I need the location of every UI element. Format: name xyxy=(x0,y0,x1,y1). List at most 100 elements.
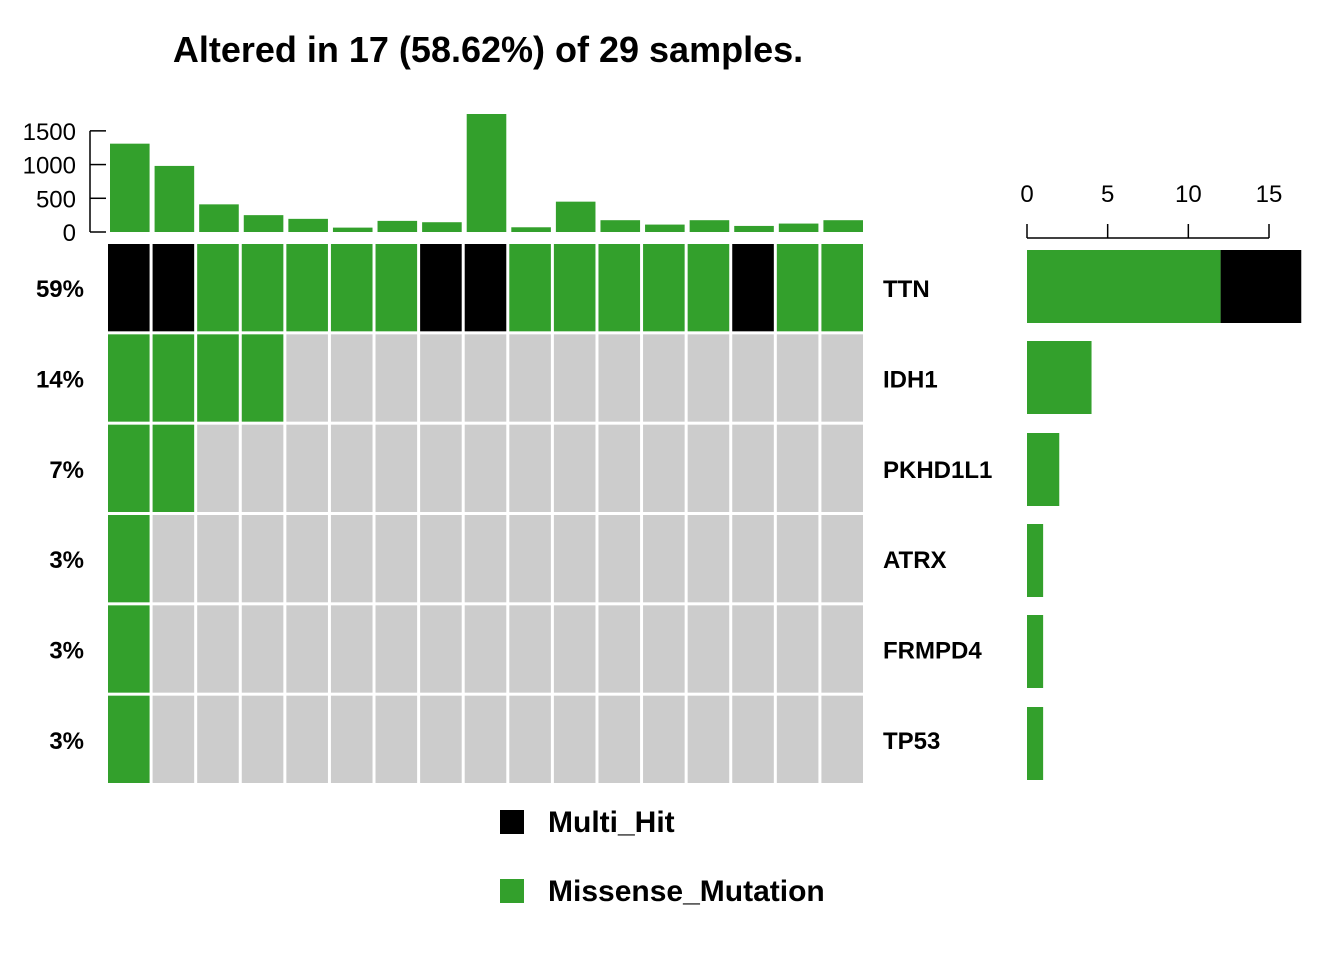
matrix-cell xyxy=(375,515,418,603)
matrix-cell xyxy=(732,515,774,603)
mutation-matrix xyxy=(108,244,863,783)
matrix-cell xyxy=(643,605,685,693)
matrix-cell xyxy=(821,515,863,603)
matrix-cell xyxy=(776,515,819,603)
matrix-cell xyxy=(732,695,774,783)
matrix-cell xyxy=(598,244,641,332)
matrix-cell xyxy=(152,695,195,783)
matrix-cell xyxy=(420,244,462,332)
matrix-cell xyxy=(598,695,641,783)
matrix-cell xyxy=(286,334,328,422)
matrix-cell xyxy=(553,515,596,603)
legend-label: Missense_Mutation xyxy=(548,875,825,908)
matrix-cell xyxy=(286,695,328,783)
matrix-cell xyxy=(687,695,730,783)
gene-percent-labels: 59% 14% 7% 3% 3% 3% xyxy=(36,276,84,755)
tmb-bar xyxy=(645,224,685,232)
matrix-cell xyxy=(286,244,328,332)
matrix-cell xyxy=(464,515,507,603)
tmb-bar xyxy=(288,218,328,232)
matrix-cell xyxy=(420,334,462,422)
tmb-bar xyxy=(332,227,373,232)
matrix-cell xyxy=(643,515,685,603)
legend: Multi_Hit Missense_Mutation xyxy=(500,806,825,908)
matrix-cell xyxy=(330,244,373,332)
gene-count-bar xyxy=(1027,707,1044,780)
tmb-bar xyxy=(377,220,418,232)
count-tick-label: 10 xyxy=(1175,181,1202,208)
legend-swatch xyxy=(500,810,524,834)
count-tick-label: 15 xyxy=(1256,181,1283,208)
gene-percent-label: 59% xyxy=(36,276,84,303)
matrix-cell xyxy=(687,515,730,603)
matrix-cell xyxy=(509,515,551,603)
matrix-cell xyxy=(197,605,239,693)
matrix-cell xyxy=(776,244,819,332)
tmb-tick-label: 1000 xyxy=(23,153,76,180)
matrix-cell xyxy=(776,424,819,512)
matrix-cell xyxy=(776,334,819,422)
matrix-cell xyxy=(687,424,730,512)
matrix-cell xyxy=(598,334,641,422)
gene-count-bar xyxy=(1027,615,1044,688)
matrix-cell xyxy=(375,605,418,693)
tmb-bar xyxy=(243,215,284,232)
matrix-cell xyxy=(152,424,195,512)
gene-percent-label: 14% xyxy=(36,367,84,394)
matrix-cell xyxy=(420,605,462,693)
matrix-cell xyxy=(821,424,863,512)
matrix-cell xyxy=(643,244,685,332)
matrix-cell xyxy=(509,424,551,512)
matrix-cell xyxy=(241,334,284,422)
matrix-cell xyxy=(687,244,730,332)
matrix-cell xyxy=(330,424,373,512)
matrix-cell xyxy=(197,695,239,783)
matrix-cell xyxy=(509,244,551,332)
matrix-cell xyxy=(330,334,373,422)
matrix-cell xyxy=(241,605,284,693)
tmb-bar xyxy=(555,201,596,232)
tmb-tick-label: 1500 xyxy=(23,119,76,146)
gene-percent-label: 3% xyxy=(49,728,84,755)
tmb-axis: 0 500 1000 1500 xyxy=(23,119,106,247)
matrix-cell xyxy=(598,515,641,603)
gene-label: TTN xyxy=(883,276,930,303)
matrix-cell xyxy=(375,244,418,332)
legend-swatch xyxy=(500,879,524,903)
matrix-cell xyxy=(464,244,507,332)
gene-label: IDH1 xyxy=(883,367,938,394)
matrix-cell xyxy=(330,515,373,603)
matrix-cell xyxy=(286,424,328,512)
matrix-cell xyxy=(598,605,641,693)
matrix-cell xyxy=(732,424,774,512)
tmb-bar xyxy=(600,220,641,232)
matrix-cell xyxy=(464,334,507,422)
matrix-cell xyxy=(643,695,685,783)
gene-count-bar xyxy=(1027,250,1221,323)
matrix-cell xyxy=(197,244,239,332)
matrix-cell xyxy=(553,605,596,693)
matrix-cell xyxy=(553,334,596,422)
matrix-cell xyxy=(152,515,195,603)
matrix-cell xyxy=(509,695,551,783)
matrix-cell xyxy=(776,695,819,783)
matrix-cell xyxy=(509,605,551,693)
matrix-cell xyxy=(553,695,596,783)
matrix-cell xyxy=(420,695,462,783)
matrix-cell xyxy=(108,424,150,512)
matrix-cell xyxy=(464,695,507,783)
matrix-cell xyxy=(330,605,373,693)
matrix-cell xyxy=(375,695,418,783)
matrix-cell xyxy=(375,334,418,422)
matrix-cell xyxy=(108,695,150,783)
gene-percent-label: 7% xyxy=(49,457,84,484)
matrix-cell xyxy=(420,424,462,512)
gene-count-bar xyxy=(1027,341,1092,414)
tmb-bar xyxy=(689,220,730,232)
legend-label: Multi_Hit xyxy=(548,806,675,839)
matrix-cell xyxy=(420,515,462,603)
matrix-cell xyxy=(241,244,284,332)
matrix-cell xyxy=(241,695,284,783)
matrix-cell xyxy=(197,334,239,422)
